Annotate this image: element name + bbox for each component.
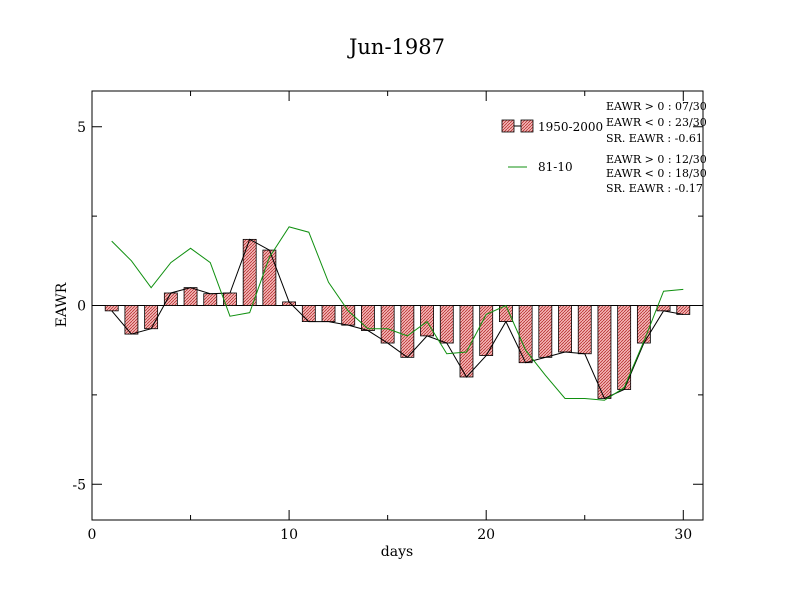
y-tick-label: -5 — [72, 477, 86, 493]
bar-16 — [400, 305, 415, 358]
y-tick-label: 0 — [77, 299, 86, 315]
bar-28 — [636, 305, 651, 344]
bar-26 — [597, 305, 612, 399]
legend-bar-label: 1950-2000 — [538, 120, 603, 134]
bar-23 — [538, 305, 553, 358]
series-1950-2000-line — [111, 238, 684, 400]
bar-2 — [124, 305, 139, 335]
legend-line-label: 81-10 — [538, 160, 573, 174]
bar-14 — [361, 305, 375, 331]
legend-bar-swatch-left — [501, 119, 515, 133]
x-tick-label: 10 — [280, 527, 298, 543]
stats-8110-pos: EAWR > 0 : 12/30 — [606, 153, 707, 166]
bar-15 — [380, 305, 395, 344]
bar-24 — [558, 305, 572, 353]
bar-25 — [577, 305, 592, 355]
legend: 1950-2000 81-10 EAWR > 0 : 07/30 EAWR < … — [501, 100, 707, 195]
legend-bar-swatch-right — [520, 119, 534, 133]
bar-11 — [301, 305, 316, 322]
stats-1950-neg: EAWR < 0 : 23/30 — [606, 116, 707, 129]
line-series — [111, 226, 684, 401]
series-81-10-line — [111, 226, 684, 401]
bar-19 — [459, 305, 474, 378]
bar-18 — [439, 305, 454, 344]
stats-8110-neg: EAWR < 0 : 18/30 — [606, 167, 707, 180]
bar-3 — [144, 305, 159, 330]
stats-1950-pos: EAWR > 0 : 07/30 — [606, 100, 707, 113]
x-tick-label: 20 — [477, 527, 495, 543]
y-tick-label: 5 — [77, 120, 86, 136]
bar-6 — [203, 293, 218, 306]
bar-8 — [242, 238, 257, 306]
bar-17 — [420, 305, 434, 337]
chart-title: Jun-1987 — [347, 35, 445, 59]
bar-30 — [676, 305, 691, 315]
bar-12 — [321, 305, 336, 322]
bar-4 — [163, 292, 178, 306]
y-axis: -5 0 5 — [72, 120, 703, 493]
bar-1 — [104, 305, 119, 312]
bar-5 — [183, 287, 198, 306]
y-axis-label: EAWR — [54, 282, 70, 327]
stats-8110-sr: SR. EAWR : -0.17 — [606, 182, 703, 195]
bar-29 — [656, 305, 671, 312]
x-axis: 0 10 20 30 — [88, 91, 692, 543]
x-tick-label: 30 — [674, 527, 692, 543]
stats-1950-sr: SR. EAWR : -0.61 — [606, 132, 703, 145]
x-tick-label: 0 — [88, 527, 97, 543]
x-axis-label: days — [381, 544, 413, 560]
bar-series — [104, 238, 691, 399]
